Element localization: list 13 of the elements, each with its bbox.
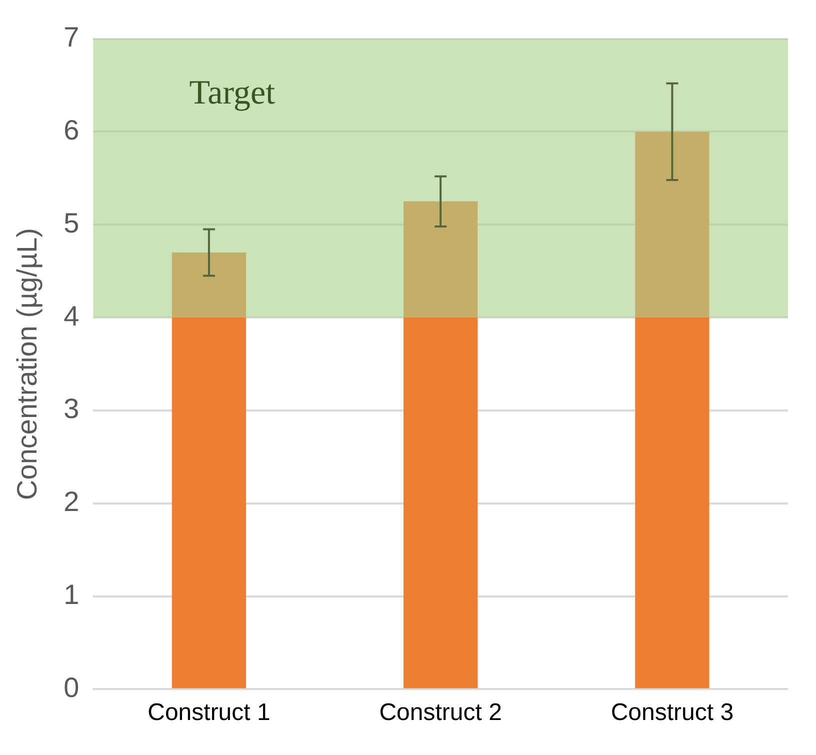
x-tick-label: Construct 1: [148, 699, 270, 726]
y-tick-label: 5: [64, 207, 80, 238]
x-tick-label: Construct 2: [379, 699, 502, 726]
y-tick-label: 2: [64, 486, 80, 518]
y-tick-label: 6: [64, 114, 80, 146]
y-tick-label: 1: [64, 579, 80, 610]
y-axis-title: Concentration (µg/µL): [12, 228, 43, 500]
band-label: Target: [189, 74, 276, 112]
y-tick-label: 4: [64, 300, 80, 332]
x-tick-label: Construct 3: [610, 699, 734, 726]
y-tick-label: 3: [64, 393, 80, 424]
y-tick-label: 7: [64, 22, 80, 53]
y-tick-label: 0: [64, 672, 80, 703]
